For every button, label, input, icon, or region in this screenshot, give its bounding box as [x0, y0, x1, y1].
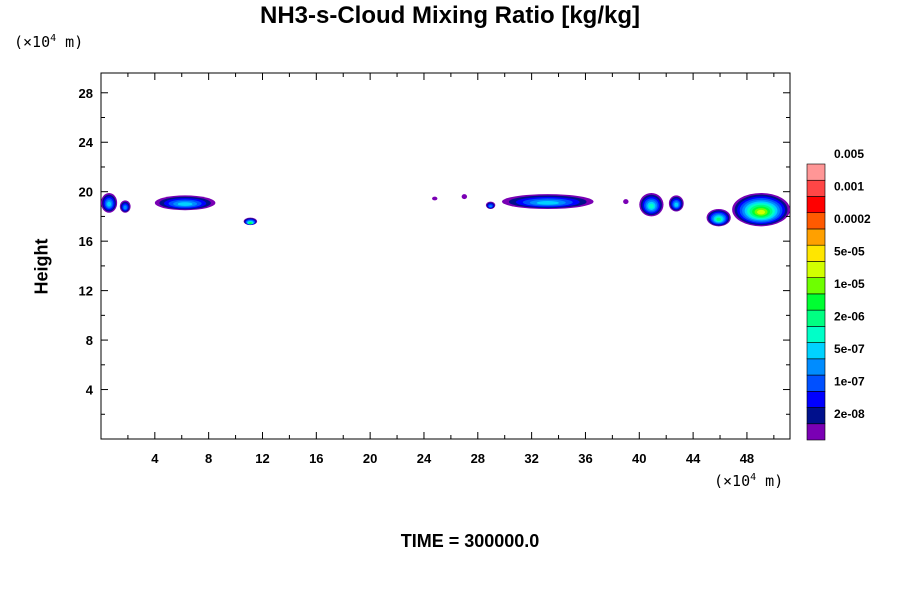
colorbar-swatch	[806, 407, 826, 425]
contour-level-fill	[177, 202, 193, 206]
colorbar-swatch	[806, 342, 826, 360]
x-tick-label: 4	[151, 451, 159, 466]
colorbar: 2e-08 1e-07 5e-07 2e-06 1e-05 5e-05 0.0002 0.00…	[806, 147, 871, 441]
time-footer: TIME = 300000.0	[400, 531, 540, 551]
y-axis: 4 8 12 16 20 24 28	[79, 86, 790, 415]
x-unit-prefix: (×10	[714, 472, 751, 490]
x-tick-label: 8	[205, 451, 212, 466]
colorbar-label: 1e-07	[834, 374, 865, 388]
colorbar-swatch	[806, 244, 826, 262]
contour-level-fill	[716, 217, 721, 222]
cloud-patch	[732, 192, 790, 227]
x-tick-label: 24	[417, 451, 432, 466]
x-tick-label: 12	[255, 451, 269, 466]
colorbar-label: 2e-06	[834, 309, 865, 323]
contour-level-fill	[249, 222, 252, 224]
cloud-patch	[243, 217, 258, 226]
colorbar-swatch	[806, 374, 826, 392]
x-tick-label: 20	[363, 451, 377, 466]
cloud-patch	[101, 192, 118, 213]
cloud-patch	[623, 199, 629, 205]
cloud-patch	[154, 195, 216, 211]
colorbar-swatch	[806, 196, 826, 214]
x-unit-exponent: 4	[750, 472, 757, 483]
cloud-patch	[706, 209, 731, 227]
colorbar-swatch	[806, 358, 826, 376]
x-tick-label: 32	[524, 451, 538, 466]
contour-level-fill	[461, 194, 468, 200]
contour-level-fill	[757, 209, 766, 215]
y-tick-label: 24	[79, 135, 94, 150]
y-tick-label: 28	[79, 86, 93, 101]
colorbar-label: 0.005	[834, 147, 864, 161]
cloud-patch	[485, 201, 496, 210]
y-tick-label: 16	[79, 234, 93, 249]
y-unit-suffix: m)	[56, 33, 84, 51]
colorbar-swatch	[806, 390, 826, 408]
cloud-patch	[668, 195, 684, 212]
y-tick-label: 20	[79, 185, 93, 200]
contour-level-fill	[107, 201, 112, 207]
x-tick-label: 40	[632, 451, 646, 466]
chart-title: NH3-s-Cloud Mixing Ratio [kg/kg]	[260, 2, 640, 29]
contour-level-fill	[623, 199, 629, 205]
colorbar-swatch	[806, 163, 826, 181]
colorbar-swatch	[806, 423, 826, 441]
y-tick-label: 8	[86, 333, 93, 348]
colorbar-label: 5e-05	[834, 244, 865, 258]
x-unit-suffix: m)	[756, 472, 784, 490]
cloud-patch	[639, 192, 664, 217]
contour-level-fill	[432, 196, 438, 201]
colorbar-label: 5e-07	[834, 342, 865, 356]
x-tick-label: 48	[740, 451, 754, 466]
contour-level-fill	[489, 205, 492, 208]
x-axis: 4 8 12 16 20 24 28 32 36 40 44 48	[127, 73, 775, 466]
contour-level-fill	[536, 201, 559, 205]
x-tick-label: 44	[686, 451, 701, 466]
y-tick-label: 4	[86, 383, 94, 398]
x-axis-unit: (×104 m)	[714, 472, 783, 490]
plot-frame	[100, 72, 791, 440]
colorbar-swatch	[806, 261, 826, 278]
x-tick-label: 28	[471, 451, 485, 466]
colorbar-swatch	[806, 228, 826, 246]
colorbar-label: 0.0002	[834, 212, 871, 226]
colorbar-swatch	[806, 179, 826, 197]
colorbar-swatch	[806, 277, 826, 295]
y-tick-label: 12	[79, 284, 93, 299]
x-tick-label: 36	[578, 451, 592, 466]
contour-level-fill	[674, 202, 679, 207]
colorbar-swatch	[806, 326, 826, 343]
cloud-patch	[432, 196, 438, 201]
colorbar-label: 2e-08	[834, 407, 865, 421]
contour-level-fill	[123, 205, 127, 210]
cloud-patches	[101, 192, 790, 227]
contour-level-fill	[648, 203, 654, 209]
colorbar-swatch	[806, 309, 826, 327]
cloud-patch	[461, 194, 468, 200]
y-axis-unit: (×104 m)	[14, 33, 83, 51]
cloud-patch	[119, 200, 131, 213]
x-tick-label: 16	[309, 451, 323, 466]
colorbar-swatch	[806, 212, 826, 230]
y-unit-exponent: 4	[50, 33, 57, 44]
y-unit-prefix: (×10	[14, 33, 51, 51]
cloud-patch	[502, 194, 594, 210]
colorbar-label: 0.001	[834, 179, 864, 193]
colorbar-swatch	[806, 293, 826, 311]
colorbar-label: 1e-05	[834, 277, 865, 291]
